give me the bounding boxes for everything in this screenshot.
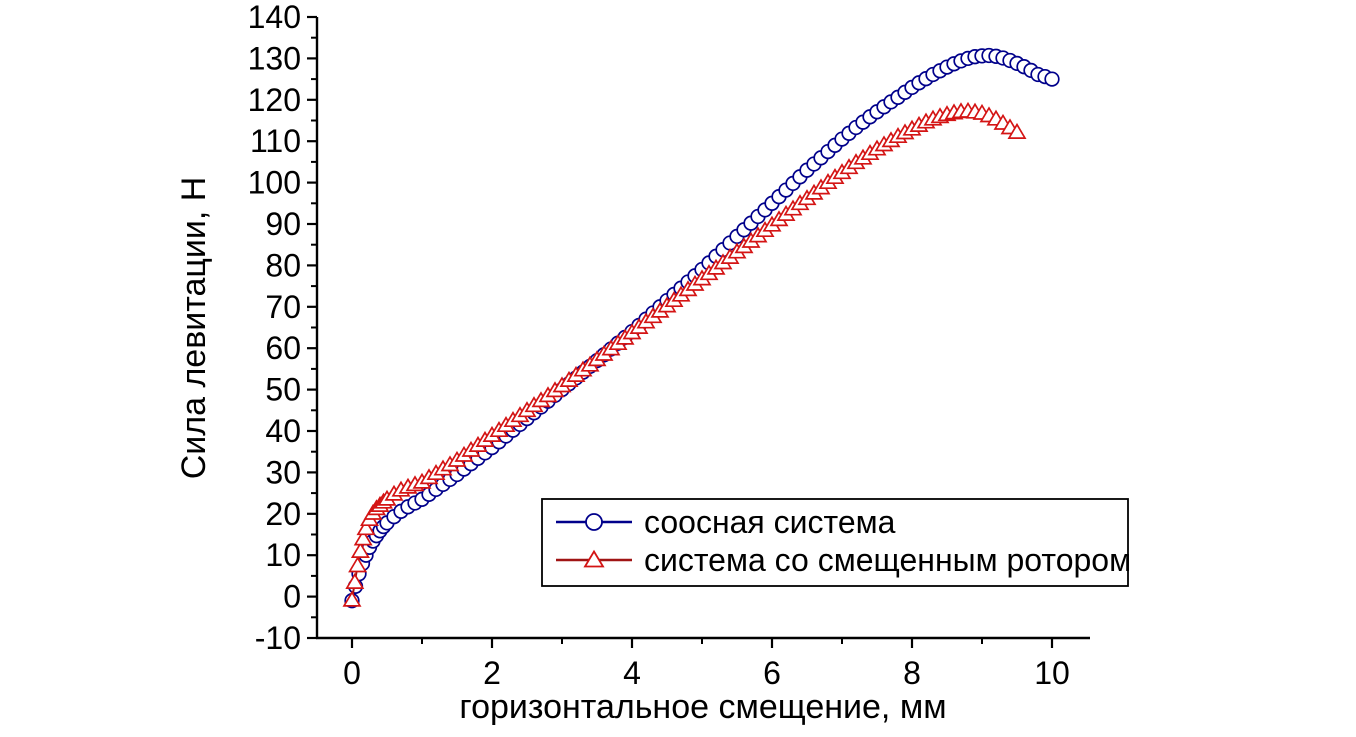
legend: соосная система система со смещенным рот… xyxy=(541,498,1131,587)
series-layer xyxy=(342,47,1060,609)
x-tick-label: 10 xyxy=(1034,655,1070,691)
y-tick-label: 80 xyxy=(265,247,301,283)
data-point-triangle xyxy=(342,590,362,607)
data-point-circle xyxy=(1044,71,1060,87)
y-tick-label: 140 xyxy=(248,0,301,35)
legend-entry-offset-rotor: система со смещенным ротором xyxy=(556,542,1131,578)
x-tick-label: 6 xyxy=(763,655,781,691)
x-tick-label: 0 xyxy=(343,655,361,691)
y-tick-label: 90 xyxy=(265,206,301,242)
legend-entry-coaxial: соосная система xyxy=(556,504,896,540)
x-tick-label: 2 xyxy=(483,655,501,691)
y-axis: -10 0 10 20 30 40 50 60 70 80 90 100 110 120 130 140 xyxy=(248,0,319,656)
y-tick-label: 50 xyxy=(265,372,301,408)
x-axis-title: горизонтальное смещение, мм xyxy=(459,688,946,726)
y-tick-label: 30 xyxy=(265,454,301,490)
legend-triangle-marker-icon xyxy=(583,549,605,568)
y-tick-label: 40 xyxy=(265,413,301,449)
y-tick-label: 10 xyxy=(265,537,301,573)
y-tick-label: 120 xyxy=(248,82,301,118)
x-axis: 0 2 4 6 8 10 xyxy=(316,636,1090,691)
legend-label-coaxial: соосная система xyxy=(644,504,896,540)
y-tick-label: 130 xyxy=(248,40,301,76)
y-tick-label: -10 xyxy=(255,620,301,656)
data-point-triangle xyxy=(353,529,373,546)
legend-label-offset-rotor: система со смещенным ротором xyxy=(644,542,1131,578)
data-point-triangle xyxy=(348,556,368,573)
data-point-triangle xyxy=(356,519,376,536)
y-tick-label: 70 xyxy=(265,289,301,325)
y-axis-title: Сила левитации, Н xyxy=(175,177,213,480)
y-tick-label: 20 xyxy=(265,496,301,532)
y-tick-label: 60 xyxy=(265,330,301,366)
x-tick-label: 8 xyxy=(903,655,921,691)
data-point-triangle xyxy=(350,541,370,558)
legend-box xyxy=(541,498,1129,587)
data-point-triangle xyxy=(345,572,365,589)
y-tick-label: 110 xyxy=(250,123,301,159)
axes-layer: 0 2 4 6 8 10 -10 0 10 20 30 40 50 60 70 80 90 100 110 120 13… xyxy=(248,0,1090,691)
x-tick-label: 4 xyxy=(623,655,641,691)
series-offset-rotor-system xyxy=(342,101,1027,607)
data-point-triangle xyxy=(1007,122,1027,139)
y-tick-label: 0 xyxy=(283,579,301,615)
legend-circle-marker-icon xyxy=(585,513,603,531)
y-tick-label: 100 xyxy=(248,165,301,201)
